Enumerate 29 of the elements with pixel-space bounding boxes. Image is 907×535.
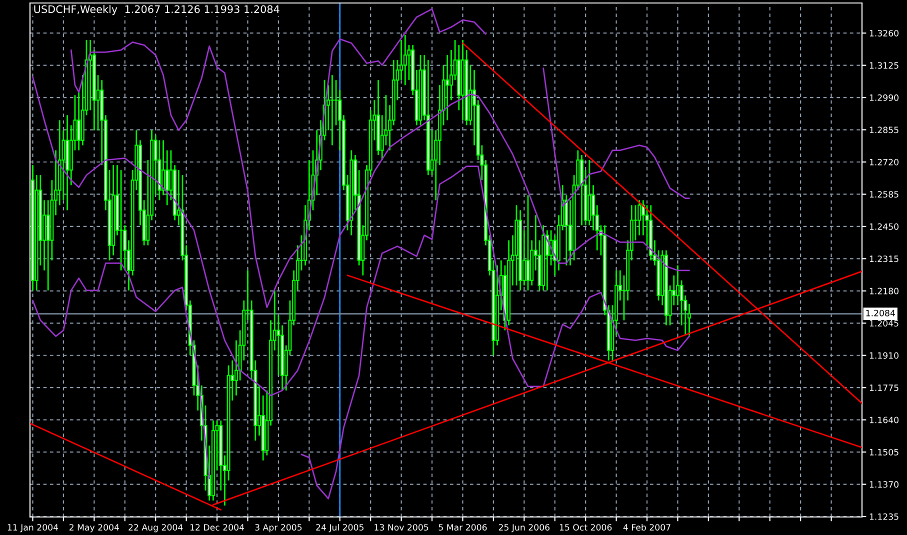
y-tick-label: 1.2720 <box>870 158 899 166</box>
ref-line-label: 1.2084 <box>866 310 895 316</box>
x-tick-label: 11 Jan 2004 <box>8 524 58 532</box>
chart-title: USDCHF,Weekly 1.2067 1.2126 1.1993 1.2084 <box>34 5 280 16</box>
y-tick-label: 1.2990 <box>870 94 899 101</box>
x-tick-label: 25 Jun 2006 <box>498 524 550 532</box>
x-tick-label: 2 May 2004 <box>69 524 120 532</box>
y-tick-label: 1.1640 <box>870 416 899 424</box>
y-tick-label: 1.3125 <box>870 62 898 69</box>
y-tick-label: 1.1910 <box>870 352 899 359</box>
y-tick-label: 1.3260 <box>870 30 899 36</box>
y-tick-label: 1.1235 <box>870 513 898 520</box>
y-tick-label: 1.2585 <box>870 191 898 198</box>
y-tick-label: 1.2045 <box>870 320 898 327</box>
x-tick-label: 13 Nov 2005 <box>374 524 428 531</box>
x-tick-label: 5 Mar 2006 <box>438 524 487 531</box>
y-tick-label: 1.2315 <box>870 256 898 262</box>
y-tick-label: 1.2450 <box>870 223 899 230</box>
y-tick-label: 1.1370 <box>870 481 899 488</box>
x-tick-label: 15 Oct 2006 <box>560 524 612 531</box>
y-tick-label: 1.2855 <box>870 126 898 134</box>
x-tick-label: 3 Apr 2005 <box>255 524 302 532</box>
x-tick-label: 4 Feb 2007 <box>623 524 670 531</box>
x-tick-label: 12 Dec 2004 <box>190 524 244 531</box>
y-tick-label: 1.1505 <box>870 448 898 456</box>
x-tick-label: 22 Aug 2004 <box>128 524 183 532</box>
y-tick-label: 1.1775 <box>870 384 898 391</box>
x-tick-label: 24 Jul 2005 <box>316 524 364 532</box>
y-tick-label: 1.2180 <box>870 288 899 294</box>
